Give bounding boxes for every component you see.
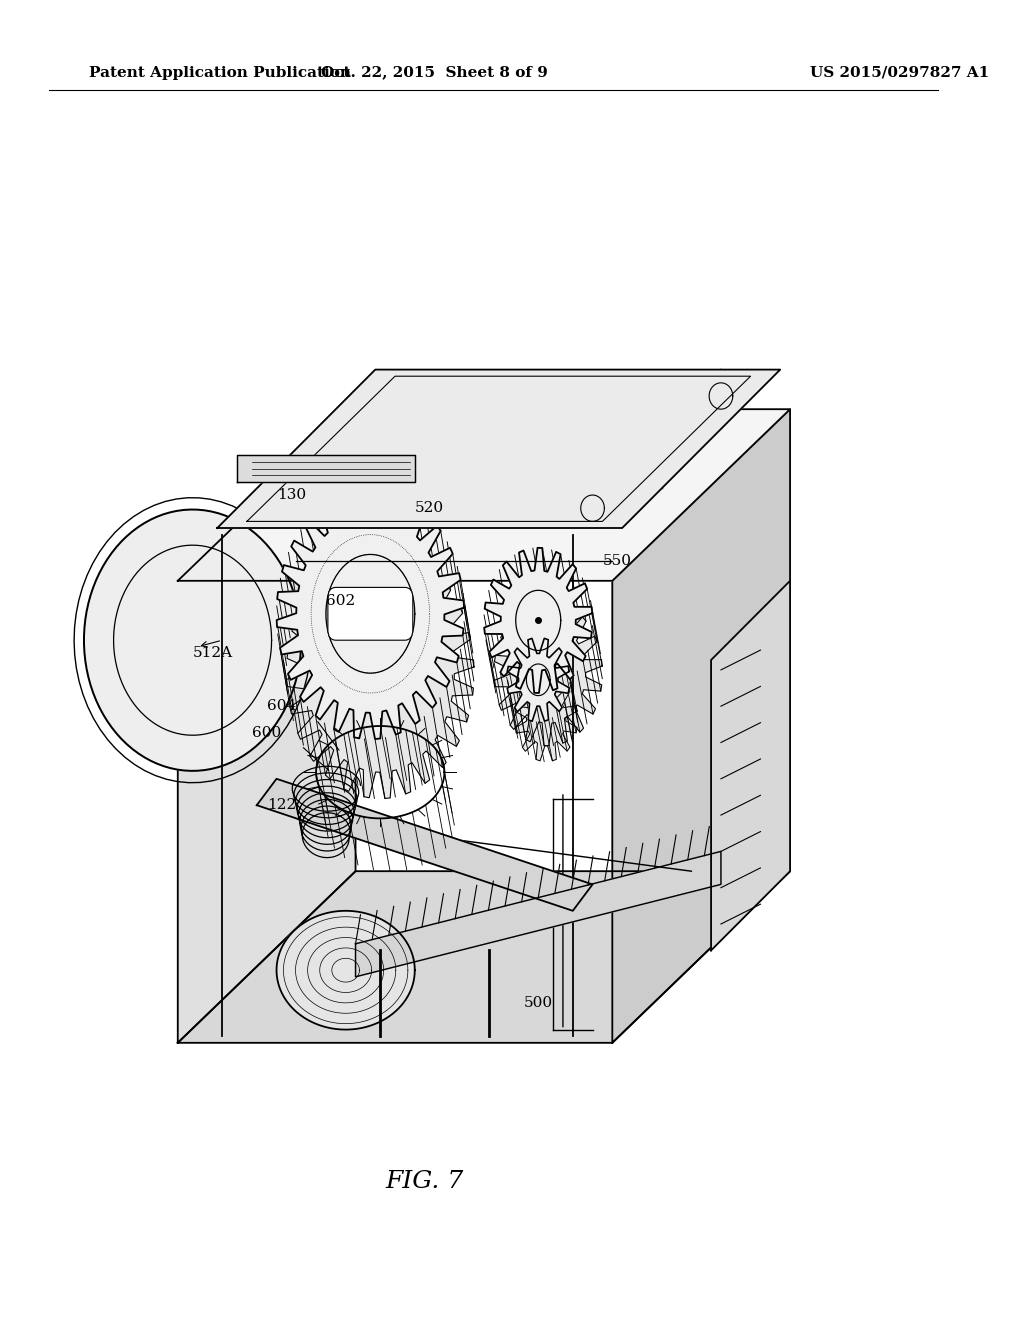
Polygon shape — [515, 678, 578, 760]
Text: Patent Application Publication: Patent Application Publication — [89, 66, 351, 79]
Polygon shape — [217, 370, 780, 528]
Polygon shape — [178, 871, 791, 1043]
Polygon shape — [257, 779, 593, 911]
Text: FIG. 7: FIG. 7 — [386, 1170, 464, 1193]
Text: 122: 122 — [267, 799, 296, 812]
Polygon shape — [276, 911, 415, 1030]
Polygon shape — [276, 488, 464, 739]
Polygon shape — [84, 510, 301, 771]
Polygon shape — [237, 455, 415, 482]
Polygon shape — [711, 581, 791, 950]
Text: 604: 604 — [267, 700, 296, 713]
Text: 130: 130 — [276, 488, 306, 502]
Polygon shape — [287, 548, 474, 799]
Polygon shape — [612, 409, 791, 1043]
Polygon shape — [178, 409, 791, 581]
Text: 600: 600 — [252, 726, 282, 739]
Polygon shape — [507, 639, 569, 721]
FancyBboxPatch shape — [328, 587, 413, 640]
Polygon shape — [178, 409, 355, 1043]
Text: Oct. 22, 2015  Sheet 8 of 9: Oct. 22, 2015 Sheet 8 of 9 — [322, 66, 548, 79]
Text: 602: 602 — [326, 594, 355, 607]
Polygon shape — [494, 601, 602, 746]
Polygon shape — [484, 548, 592, 693]
Polygon shape — [355, 851, 721, 977]
Text: 520: 520 — [415, 502, 444, 515]
Text: 500: 500 — [523, 997, 553, 1010]
Text: 512A: 512A — [193, 647, 232, 660]
Text: US 2015/0297827 A1: US 2015/0297827 A1 — [810, 66, 989, 79]
Text: 550: 550 — [603, 554, 632, 568]
